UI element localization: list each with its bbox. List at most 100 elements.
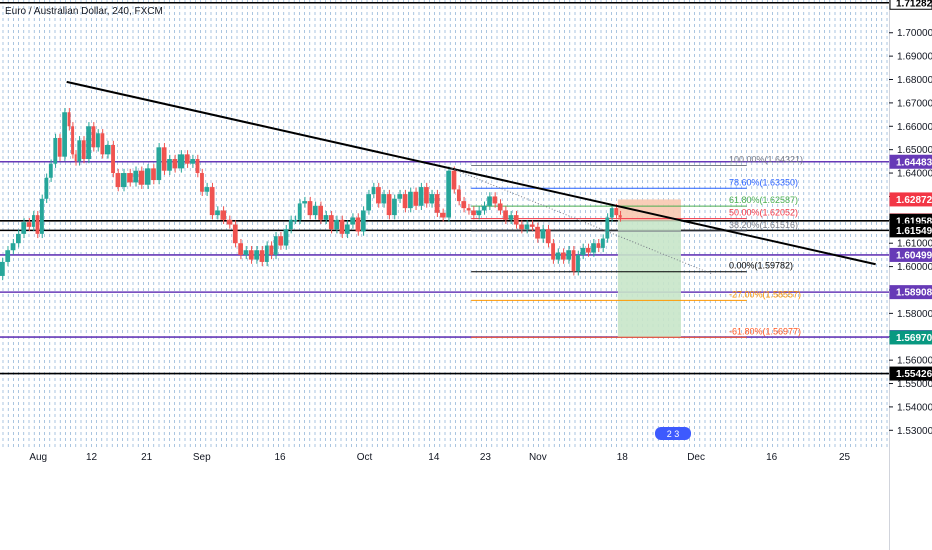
price-tag-label: 1.55426 xyxy=(896,369,932,380)
candle-body xyxy=(156,147,162,181)
bottom-badge[interactable]: 2 3 xyxy=(655,427,691,440)
candle-body xyxy=(456,189,461,202)
candle-body xyxy=(184,154,190,164)
price-tag-label: 1.60499 xyxy=(896,250,932,261)
candle-body xyxy=(424,187,429,204)
candle-body xyxy=(40,198,44,234)
price-tag-label: 1.61549 xyxy=(896,226,932,237)
candle-body xyxy=(492,196,498,204)
price-axis-label: 1.54000 xyxy=(897,402,932,413)
candle-body xyxy=(71,126,75,155)
candle-body xyxy=(413,191,419,206)
candle-body xyxy=(167,159,172,171)
candle-body xyxy=(209,187,215,216)
price-axis-background xyxy=(890,0,932,550)
candle-body xyxy=(397,194,403,199)
candle-body xyxy=(535,226,540,239)
candle-body xyxy=(446,170,452,218)
price-tag xyxy=(889,154,932,169)
candle-body xyxy=(172,159,178,169)
candle-body xyxy=(376,187,381,204)
candle-body xyxy=(144,168,151,185)
time-axis-label: 23 xyxy=(480,452,492,463)
candle-body xyxy=(0,261,5,276)
candle-body xyxy=(238,243,243,255)
candle-body xyxy=(585,247,591,253)
candle-body xyxy=(524,224,530,230)
candle-body xyxy=(508,215,514,220)
price-tag-label: 1.62872 xyxy=(896,195,932,206)
candle-body xyxy=(5,250,11,262)
price-tag xyxy=(889,366,932,381)
candle-body xyxy=(297,203,302,220)
candle-body xyxy=(605,217,610,239)
price-axis-label: 1.53000 xyxy=(897,426,932,437)
candle-body xyxy=(402,194,408,209)
candle-body xyxy=(386,194,392,216)
candle-body xyxy=(366,194,372,211)
fib-level-label: 50.00%(1.62052) xyxy=(729,208,798,218)
candle-body xyxy=(283,229,289,246)
time-axis-label: 18 xyxy=(617,452,629,463)
candle-body xyxy=(35,215,40,234)
price-tag xyxy=(889,330,932,345)
fib-level-label: 100.00%(1.64321) xyxy=(729,155,803,165)
candle-body xyxy=(204,187,210,192)
candle-body xyxy=(609,208,614,218)
candle-body xyxy=(487,196,492,206)
candle-body xyxy=(81,140,86,160)
fib-level-label: 0.00%(1.59782) xyxy=(729,261,793,271)
candle-body xyxy=(371,187,376,195)
candle-body xyxy=(151,168,156,181)
price-axis-label: 1.65000 xyxy=(897,145,932,156)
candle-body xyxy=(418,187,424,206)
time-axis[interactable]: Aug 12 21 Sep 16 Oct 14 23 Nov 18 Dec 16 25 xyxy=(29,452,850,463)
time-axis-label: Aug xyxy=(29,452,47,463)
candle-body xyxy=(77,140,82,162)
price-axis-label: 1.67000 xyxy=(897,98,932,109)
candle-body xyxy=(248,250,254,260)
candle-body xyxy=(461,201,467,209)
fib-retracement[interactable]: 100.00%(1.64321) 78.60%(1.63350) 61.80%(1.… xyxy=(471,155,803,338)
price-axis-label: 1.56000 xyxy=(897,356,932,367)
trendline[interactable] xyxy=(66,80,876,266)
candle-body xyxy=(566,250,572,260)
fib-level-label: -27.00%(1.58557) xyxy=(729,289,801,299)
candle-body xyxy=(259,250,265,262)
candle-body xyxy=(264,245,269,262)
candle-body xyxy=(293,219,298,222)
fib-level-label: -61.80%(1.56977) xyxy=(729,326,801,336)
position-risk-zone[interactable] xyxy=(617,199,681,221)
fib-level-label: 38.20%(1.61516) xyxy=(729,220,798,230)
candle-body xyxy=(576,254,580,272)
candle-body xyxy=(111,144,115,174)
price-axis-label: 1.64000 xyxy=(897,169,932,180)
candle-body xyxy=(243,250,249,255)
position-tool[interactable] xyxy=(617,199,681,338)
trendlines[interactable] xyxy=(66,80,876,275)
candle-body xyxy=(540,229,546,239)
price-tag xyxy=(889,285,932,300)
candle-body xyxy=(529,224,535,227)
candle-body xyxy=(120,173,127,188)
candle-body xyxy=(355,217,361,232)
horizontal-levels xyxy=(0,1,889,375)
time-axis-label: 16 xyxy=(766,452,778,463)
candle-body xyxy=(104,144,111,155)
position-reward-zone[interactable] xyxy=(617,220,681,338)
time-axis-label: 21 xyxy=(141,452,153,463)
candle-body xyxy=(269,245,274,255)
candle-body xyxy=(381,194,387,204)
candle-body xyxy=(513,215,519,225)
candle-body xyxy=(273,236,278,255)
candle-body xyxy=(312,205,318,216)
price-tag-label: 1.71282 xyxy=(896,0,932,9)
candle-body xyxy=(408,191,413,209)
candle-body xyxy=(307,201,313,216)
candle-body xyxy=(323,215,329,220)
badge-text: 2 3 xyxy=(667,429,680,439)
candle-body xyxy=(591,243,596,253)
candle-body xyxy=(254,250,259,260)
candle-body xyxy=(232,224,238,244)
